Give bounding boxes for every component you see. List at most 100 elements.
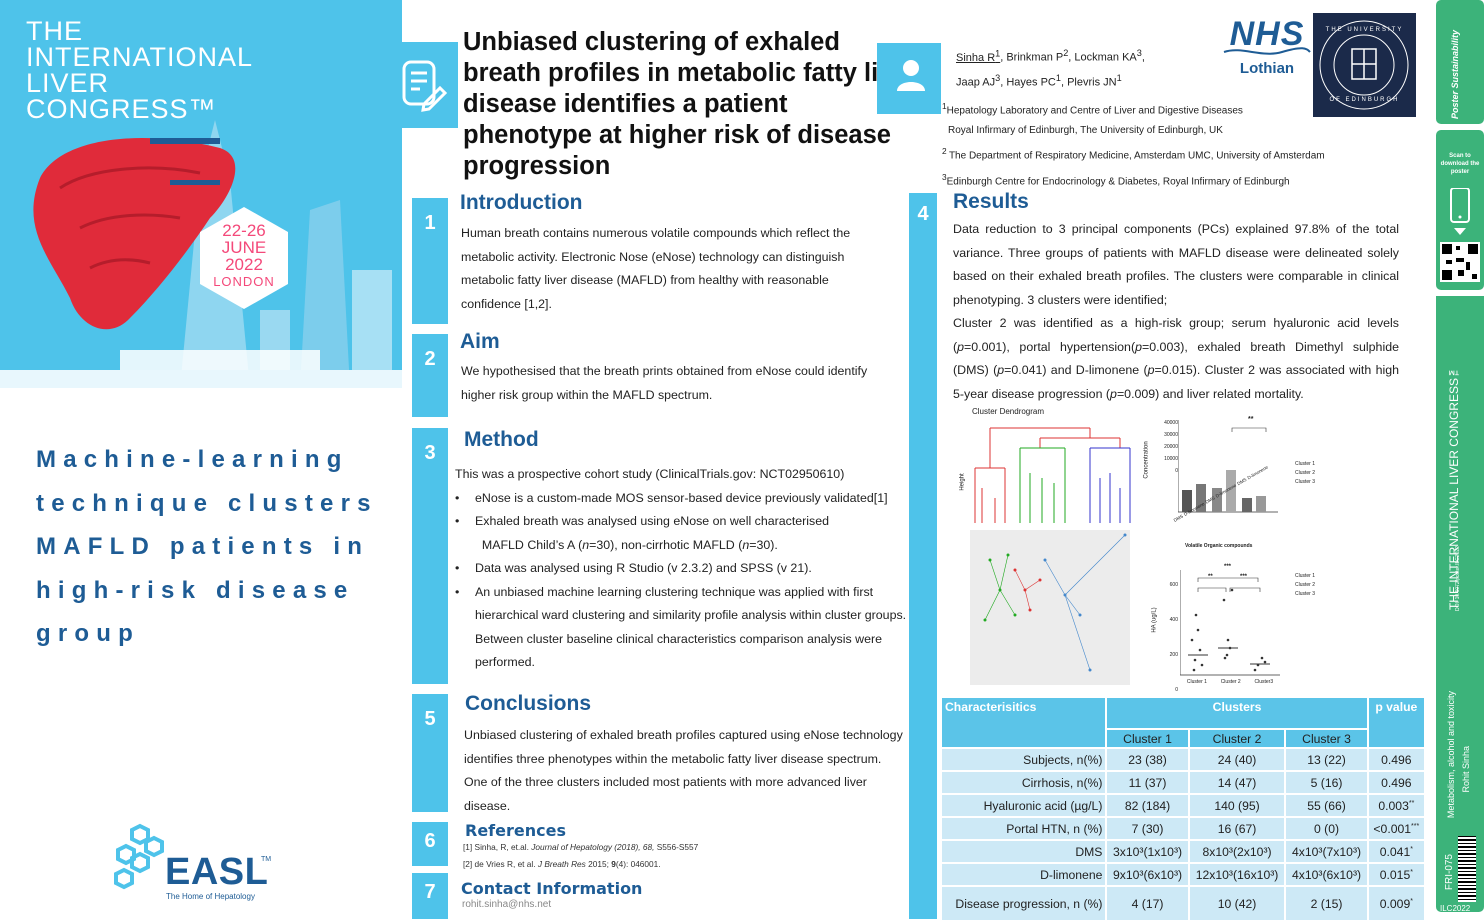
affiliations: 1Hepatology Laboratory and Centre of Liv… xyxy=(942,101,1325,187)
bar-chart-xlabel: Volatile Organic compounds xyxy=(1185,543,1253,549)
nhs-wave-icon xyxy=(1223,47,1311,55)
table-cell-label: Disease progression, n (%) xyxy=(942,885,1108,920)
ha-sig: *** xyxy=(1224,564,1232,570)
table-cell-pvalue: 0.015* xyxy=(1368,862,1424,885)
table-cell-cluster2: 16 (67) xyxy=(1189,816,1287,839)
scan-text: Scan to download the poster xyxy=(1440,153,1480,175)
method-text: This was a prospective cohort study (Cli… xyxy=(455,463,910,675)
table-cell-cluster3: 55 (66) xyxy=(1286,793,1369,816)
brand-text: Poster Sustainability xyxy=(1450,30,1460,120)
author-name: , Plevris JN xyxy=(1060,76,1117,89)
introduction-text: Human breath contains numerous volatile … xyxy=(461,226,851,311)
table-row: Subjects, n(%) 23 (38) 24 (40) 13 (22) 0.496 xyxy=(942,747,1424,770)
section-number-box: 3 xyxy=(412,428,448,684)
qr-code-icon xyxy=(1442,244,1478,280)
table-cell-label: Portal HTN, n (%) xyxy=(942,816,1108,839)
author-affil: 2 xyxy=(1063,48,1069,58)
poster-sidebar: Poster Sustainability Scan to download t… xyxy=(1436,0,1484,921)
table-row: Portal HTN, n (%) 7 (30) 16 (67) 0 (0) <0.00… xyxy=(942,816,1424,839)
university-ring-top: THE UNIVERSITY xyxy=(1325,27,1404,33)
ha-dot-plot: HA (ug/L) 600 400 200 0 *** ** *** Cluster … xyxy=(1150,562,1330,693)
author-name: , Hayes PC xyxy=(1000,76,1056,89)
conclusions-heading: Conclusions xyxy=(465,692,592,715)
pvalue-significance: * xyxy=(1410,845,1413,853)
method-bullet-text: non-cirrhotic MAFLD ( xyxy=(621,537,743,552)
dendrogram-title: Cluster Dendrogram xyxy=(972,407,1045,416)
congress-line: LIVER xyxy=(26,68,110,98)
results-table: Characterisitics Clusters p value Cluste… xyxy=(942,698,1424,920)
pvalue-significance: ** xyxy=(1408,799,1415,807)
event-year: 2022 xyxy=(225,255,263,274)
qr-code[interactable] xyxy=(1440,242,1480,282)
author-affil: 3 xyxy=(1136,48,1142,58)
congress-line: CONGRESS™ xyxy=(26,94,217,124)
table-cell-label: Subjects, n(%) xyxy=(942,747,1108,770)
table-cell-pvalue: 0.496 xyxy=(1368,770,1424,793)
table-cell-cluster1: 3x10³(1x10³) xyxy=(1107,839,1190,862)
left-panel: THE INTERNATIONAL LIVER CONGRESS™ 22-26 … xyxy=(0,0,402,921)
contact-heading: Contact Information xyxy=(461,879,643,898)
method-bullet: Exhaled breath was analysed using eNose … xyxy=(455,510,910,557)
title-icon-box xyxy=(402,42,458,128)
ha-sig: *** xyxy=(1240,574,1248,580)
author-list: Sinha R1, Brinkman P2, Lockman KA3, Jaap… xyxy=(956,43,1216,92)
section-number: 5 xyxy=(424,708,436,730)
table-cell-cluster2: 10 (42) xyxy=(1189,885,1287,920)
table-cell-label: DMS xyxy=(942,839,1108,862)
author-affil: 1 xyxy=(1055,72,1061,83)
table-cell-cluster1: 82 (184) xyxy=(1107,793,1190,816)
pvalue: 0.009 xyxy=(1379,896,1411,911)
congress-line: INTERNATIONAL xyxy=(26,42,254,72)
table-subheader: Cluster 1 xyxy=(1107,730,1190,747)
table-row: Cirrhosis, n(%) 11 (37) 14 (47) 5 (16) 0.496 xyxy=(942,770,1424,793)
affiliation: Royal Infirmary of Edinburgh, The Univer… xyxy=(948,125,1223,137)
table-cell-pvalue: 0.041* xyxy=(1368,839,1424,862)
table-subheader: Cluster 3 xyxy=(1286,730,1369,747)
results-paragraph: Cluster 2 was identified as a high-risk … xyxy=(953,316,1399,401)
table-cell-cluster1: 11 (37) xyxy=(1107,770,1190,793)
section-number: 6 xyxy=(424,830,436,852)
sidebar-doi: DOI: 10.5072/poster.ILC2022 xyxy=(1455,546,1461,612)
section-number-box: 5 xyxy=(412,694,448,812)
author-icon-box xyxy=(877,43,941,114)
table-cell-cluster3: 2 (15) xyxy=(1286,885,1369,920)
event-dates: 22-26 JUNE 2022 LONDON xyxy=(198,222,290,290)
section-number: 7 xyxy=(424,881,436,903)
pvalue: 0.041 xyxy=(1379,844,1411,859)
method-bullet: An unbiased machine learning clustering … xyxy=(455,581,910,675)
section-number-box: 4 xyxy=(909,193,937,919)
table-cell-cluster3: 4x10³(7x10³) xyxy=(1286,839,1369,862)
congress-title: THE INTERNATIONAL LIVER CONGRESS™ xyxy=(26,18,254,124)
poster-title: Unbiased clustering of exhaled breath pr… xyxy=(463,28,917,180)
section-number-box: 6 xyxy=(412,822,448,866)
nhs-region: Lothian xyxy=(1239,60,1295,77)
table-cell-label: D-limonene xyxy=(942,862,1108,885)
event-city: LONDON xyxy=(213,274,275,289)
section-number-box: 7 xyxy=(412,873,448,919)
table-cell-cluster3: 4x10³(6x10³) xyxy=(1286,862,1369,885)
pvalue: <0.001 xyxy=(1373,821,1412,836)
table-cell-cluster1: 4 (17) xyxy=(1107,885,1190,920)
table-cell-cluster1: 9x10³(6x10³) xyxy=(1107,862,1190,885)
table-row: D-limonene 9x10³(6x10³) 12x10³(16x10³) 4x10… xyxy=(942,862,1424,885)
university-crest-icon xyxy=(1319,20,1409,110)
table-cell-pvalue: <0.001*** xyxy=(1368,816,1424,839)
table-row: Disease progression, n (%) 4 (17) 10 (42) 2… xyxy=(942,885,1424,920)
easl-logo-text: EASL xyxy=(165,851,269,893)
table-cell-cluster2: 14 (47) xyxy=(1189,770,1287,793)
person-icon xyxy=(897,60,925,91)
pvalue: 0.496 xyxy=(1381,752,1412,767)
contact-email[interactable]: rohit.sinha@nhs.net xyxy=(462,899,552,910)
event-days: 22-26 xyxy=(222,221,266,240)
table-cell-cluster2: 12x10³(16x10³) xyxy=(1189,862,1287,885)
key-message-line: high-risk disease xyxy=(36,576,355,604)
author-name: , Lockman KA xyxy=(1068,51,1137,64)
sidebar-author: Rohit Sinha xyxy=(1461,746,1471,793)
ha-plot-legend: Cluster 1 Cluster 2 Cluster 3 xyxy=(1295,573,1316,597)
ha-sig: ** xyxy=(1208,574,1213,580)
table-cell-cluster2: 8x10³(2x10³) xyxy=(1189,839,1287,862)
sidebar-info-panel: THE INTERNATIONAL LIVER CONGRESS™ DOI: 1… xyxy=(1436,296,1484,913)
author-name: Sinha R xyxy=(956,51,996,64)
pvalue-significance: *** xyxy=(1411,822,1420,830)
key-message-line: Machine-learning xyxy=(36,446,349,473)
